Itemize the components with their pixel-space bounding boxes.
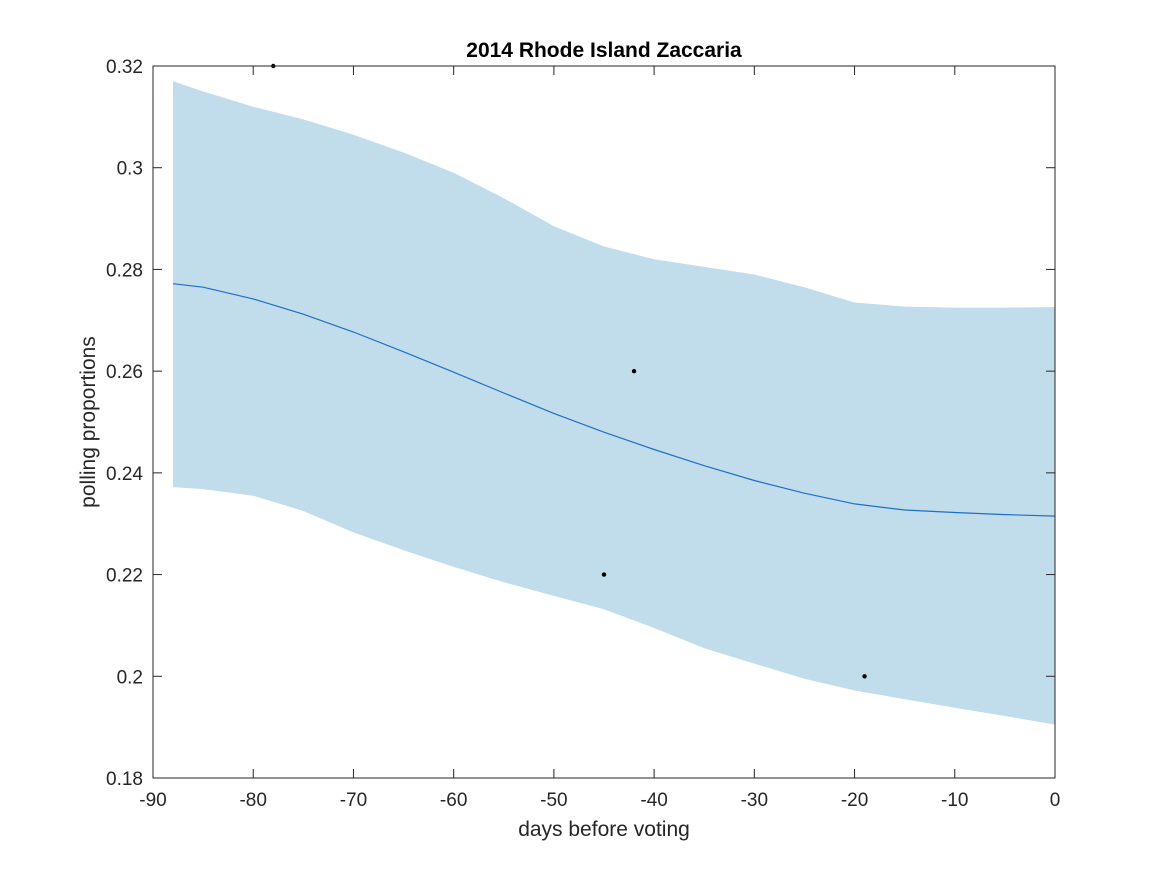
x-tick-label: -70 (340, 790, 367, 811)
y-tick-label: 0.3 (117, 159, 143, 180)
x-tick-label: -50 (540, 790, 567, 811)
fitted-trend-line (172, 283, 1056, 517)
confidence-band (173, 81, 1055, 725)
x-tick-label: -80 (239, 790, 266, 811)
y-tick-label: 0.26 (106, 362, 143, 383)
y-tick-label: 0.32 (106, 57, 143, 78)
x-tick-label: -10 (941, 790, 968, 811)
x-tick-label: -20 (841, 790, 868, 811)
y-tick-label: 0.2 (117, 667, 143, 688)
plot-frame (152, 65, 1056, 779)
y-tick-label: 0.24 (106, 464, 143, 485)
poll-point (601, 572, 607, 577)
y-tick-label: 0.22 (106, 566, 143, 587)
x-tick-label: -60 (440, 790, 467, 811)
y-axis-ticks: 0.18 0.2 0.22 0.24 0.26 0.28 0.3 0.32 (106, 57, 1055, 790)
chart-title: 2014 Rhode Island Zaccaria (466, 39, 742, 62)
x-axis-ticks: -90 -80 -70 -60 -50 -40 -30 -20 -10 0 (139, 66, 1060, 811)
y-axis-label: polling proportions (77, 336, 100, 508)
x-tick-label: -30 (741, 790, 768, 811)
x-axis-label: days before voting (518, 818, 690, 841)
poll-point (631, 368, 637, 374)
x-tick-label: 0 (1050, 790, 1061, 811)
x-tick-label: -90 (139, 790, 166, 811)
poll-point (862, 674, 867, 679)
x-tick-label: -40 (640, 790, 667, 811)
y-tick-label: 0.28 (106, 260, 143, 281)
y-tick-label: 0.18 (106, 769, 143, 790)
